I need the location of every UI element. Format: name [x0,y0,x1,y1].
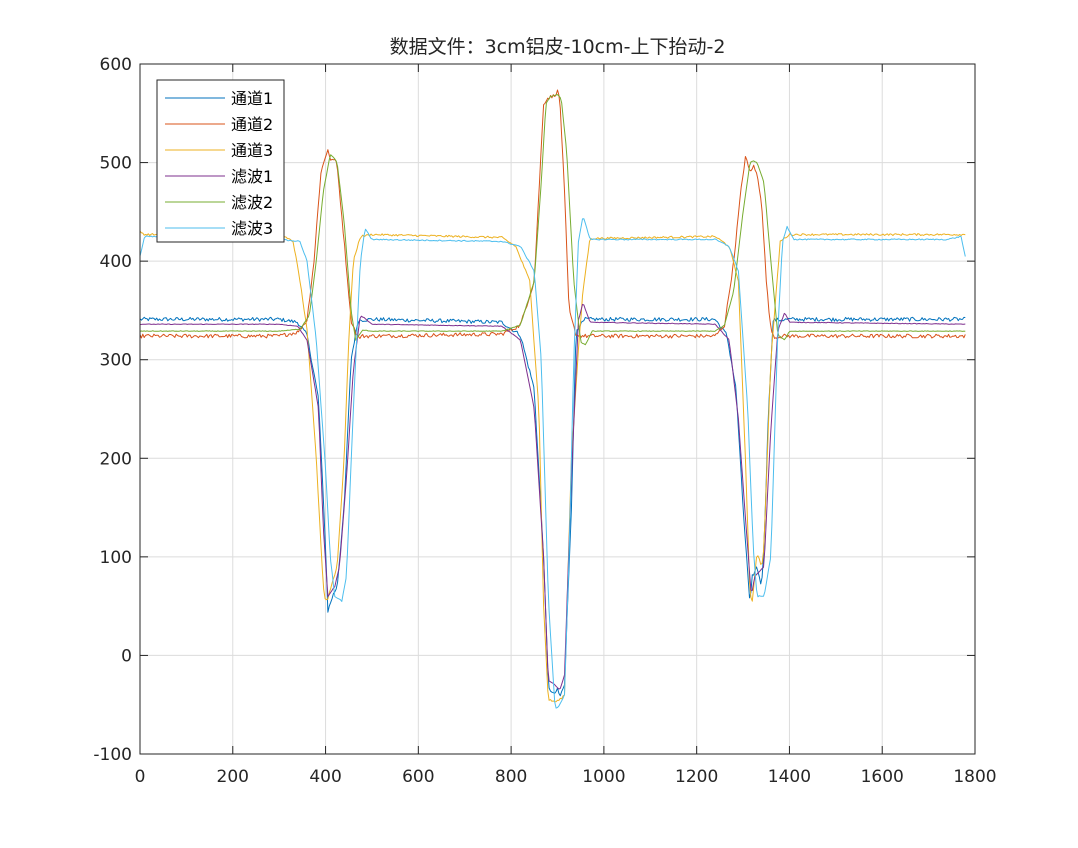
legend-label: 通道3 [231,141,273,160]
series-line-4 [139,303,966,690]
x-tick-label: 1000 [582,767,625,787]
x-tick-label: 400 [309,767,341,787]
legend-label: 滤波3 [231,219,273,238]
series-line-5 [139,94,966,346]
y-tick-label: 600 [100,55,132,75]
y-tick-label: 200 [100,449,132,469]
y-tick-label: 500 [100,154,132,174]
y-tick-label: 100 [100,548,132,568]
chart-title: 数据文件：3cm铝皮-10cm-上下抬动-2 [390,36,726,58]
y-tick-label: 300 [100,351,132,371]
legend: 通道1 通道2 通道3 滤波1 滤波2 滤波3 [156,79,285,243]
x-axis-ticks: 0 200 400 600 800 1000 1200 1400 1600 1800 [135,64,997,787]
x-tick-label: 800 [495,767,527,787]
y-tick-label: 400 [100,252,132,272]
legend-label: 滤波1 [231,167,273,186]
x-tick-label: 1600 [861,767,904,787]
y-tick-label: -100 [93,745,132,765]
legend-label: 通道1 [231,89,273,108]
x-tick-label: 0 [135,767,146,787]
legend-label: 滤波2 [231,193,273,212]
x-tick-label: 1200 [675,767,718,787]
y-axis-ticks: 600 500 400 300 200 100 0 -100 [93,55,975,765]
x-tick-label: 600 [402,767,434,787]
series-line-1 [139,316,966,697]
legend-box [156,79,285,243]
x-tick-label: 1800 [953,767,996,787]
axes-box [139,63,976,755]
y-tick-label: 0 [121,646,132,666]
x-tick-label: 1400 [768,767,811,787]
legend-label: 通道2 [231,115,273,134]
x-tick-label: 200 [217,767,249,787]
